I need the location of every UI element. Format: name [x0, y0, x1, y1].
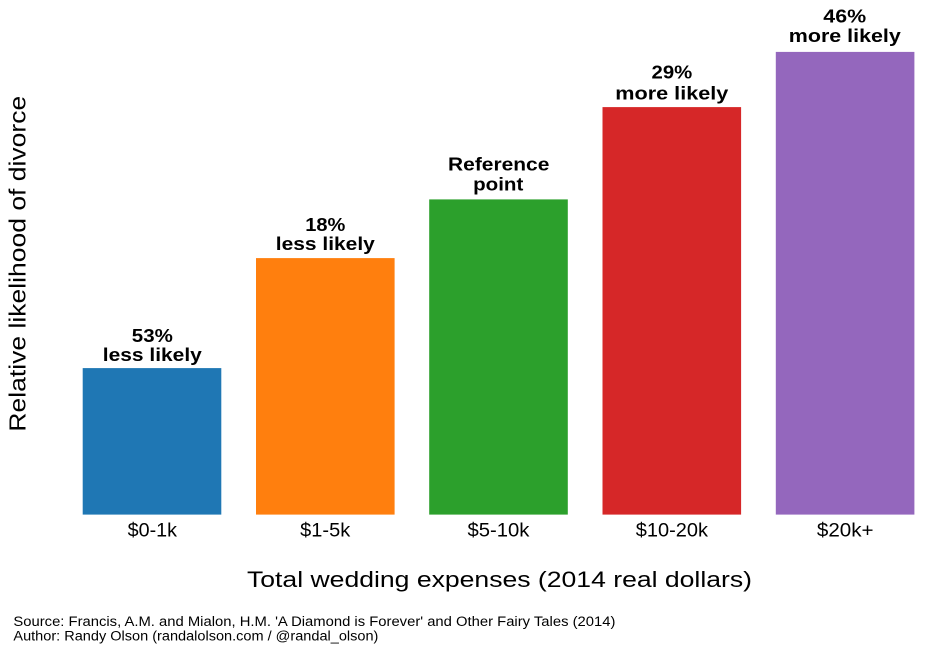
- svg-text:53%: 53%: [132, 325, 173, 346]
- svg-text:Author: Randy Olson (randalols: Author: Randy Olson (randalolson.com / @…: [13, 628, 378, 643]
- svg-text:$0-1k: $0-1k: [128, 521, 178, 542]
- svg-text:$5-10k: $5-10k: [468, 521, 530, 542]
- svg-text:less likely: less likely: [103, 344, 203, 365]
- svg-text:point: point: [473, 174, 523, 195]
- svg-text:more likely: more likely: [789, 25, 902, 46]
- svg-text:Relative likelihood of divorce: Relative likelihood of divorce: [5, 96, 31, 432]
- svg-text:18%: 18%: [305, 214, 345, 235]
- svg-text:29%: 29%: [652, 62, 693, 83]
- svg-text:46%: 46%: [823, 5, 866, 26]
- svg-text:Reference: Reference: [448, 154, 549, 175]
- svg-text:Source: Francis, A.M. and Mial: Source: Francis, A.M. and Mialon, H.M. '…: [13, 614, 615, 629]
- svg-text:more likely: more likely: [615, 82, 729, 103]
- svg-text:$20k+: $20k+: [817, 521, 874, 542]
- svg-text:$10-20k: $10-20k: [636, 521, 709, 542]
- svg-text:$1-5k: $1-5k: [300, 521, 351, 542]
- svg-text:Total wedding expenses (2014 r: Total wedding expenses (2014 real dollar…: [247, 567, 752, 592]
- svg-text:less likely: less likely: [276, 233, 376, 254]
